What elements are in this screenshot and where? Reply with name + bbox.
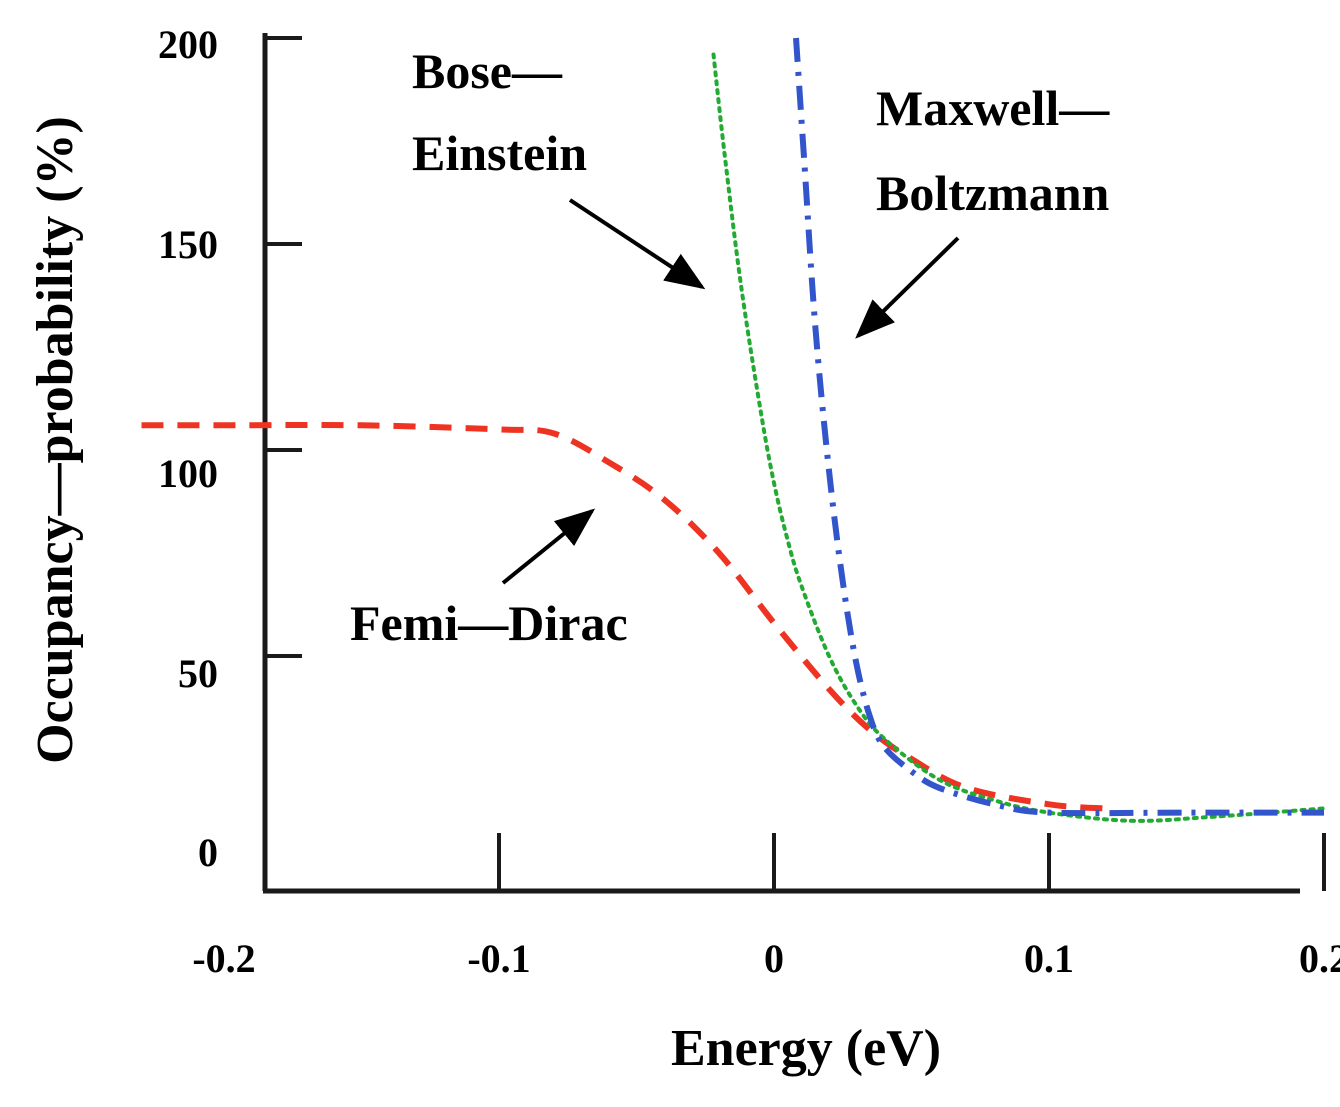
annotation-femi-dirac: Femi—Dirac [350,508,628,651]
x-tick-label: 0.1 [1024,936,1074,981]
series-layer [141,37,1326,823]
annotation-bose-einstein: Bose— Einstein [412,43,706,290]
x-tick-label: 0 [764,936,784,981]
axes: 0 50 100 150 200 -0.2 -0.1 0 0.1 0.2 [158,22,1340,981]
y-tick-label: 100 [158,451,218,496]
series-bose-einstein [711,52,1326,823]
annotation-maxwell-boltzmann-line-1: Maxwell— [876,80,1110,136]
annotation-maxwell-boltzmann-line-2: Boltzmann [876,165,1110,221]
annotation-maxwell-boltzmann-arrow [855,236,960,339]
x-tick-label: -0.2 [192,936,255,981]
annotation-femi-dirac-line-1: Femi—Dirac [350,595,628,651]
x-tick-label: 0.2 [1299,936,1340,981]
y-tick-label: 0 [198,830,218,875]
y-tick-label: 200 [158,22,218,67]
annotation-bose-einstein-line-1: Bose— [412,43,563,99]
series-maxwell-boltzmann [793,37,1324,817]
annotation-maxwell-boltzmann: Maxwell— Boltzmann [855,80,1110,339]
y-axis-title: Occupancy—probability (%) [27,116,84,764]
y-tick-label: 150 [158,222,218,267]
y-tick-label: 50 [178,651,218,696]
series-femi-dirac [141,421,1105,812]
x-axis-title: Energy (eV) [671,1020,941,1077]
x-tick-label: -0.1 [467,936,530,981]
annotation-femi-dirac-arrow [501,508,596,585]
x-ticks: -0.2 -0.1 0 0.1 0.2 [192,833,1340,981]
y-ticks: 0 50 100 150 200 [158,22,302,875]
annotation-bose-einstein-line-2: Einstein [412,125,587,181]
annotation-bose-einstein-arrow [568,198,706,290]
